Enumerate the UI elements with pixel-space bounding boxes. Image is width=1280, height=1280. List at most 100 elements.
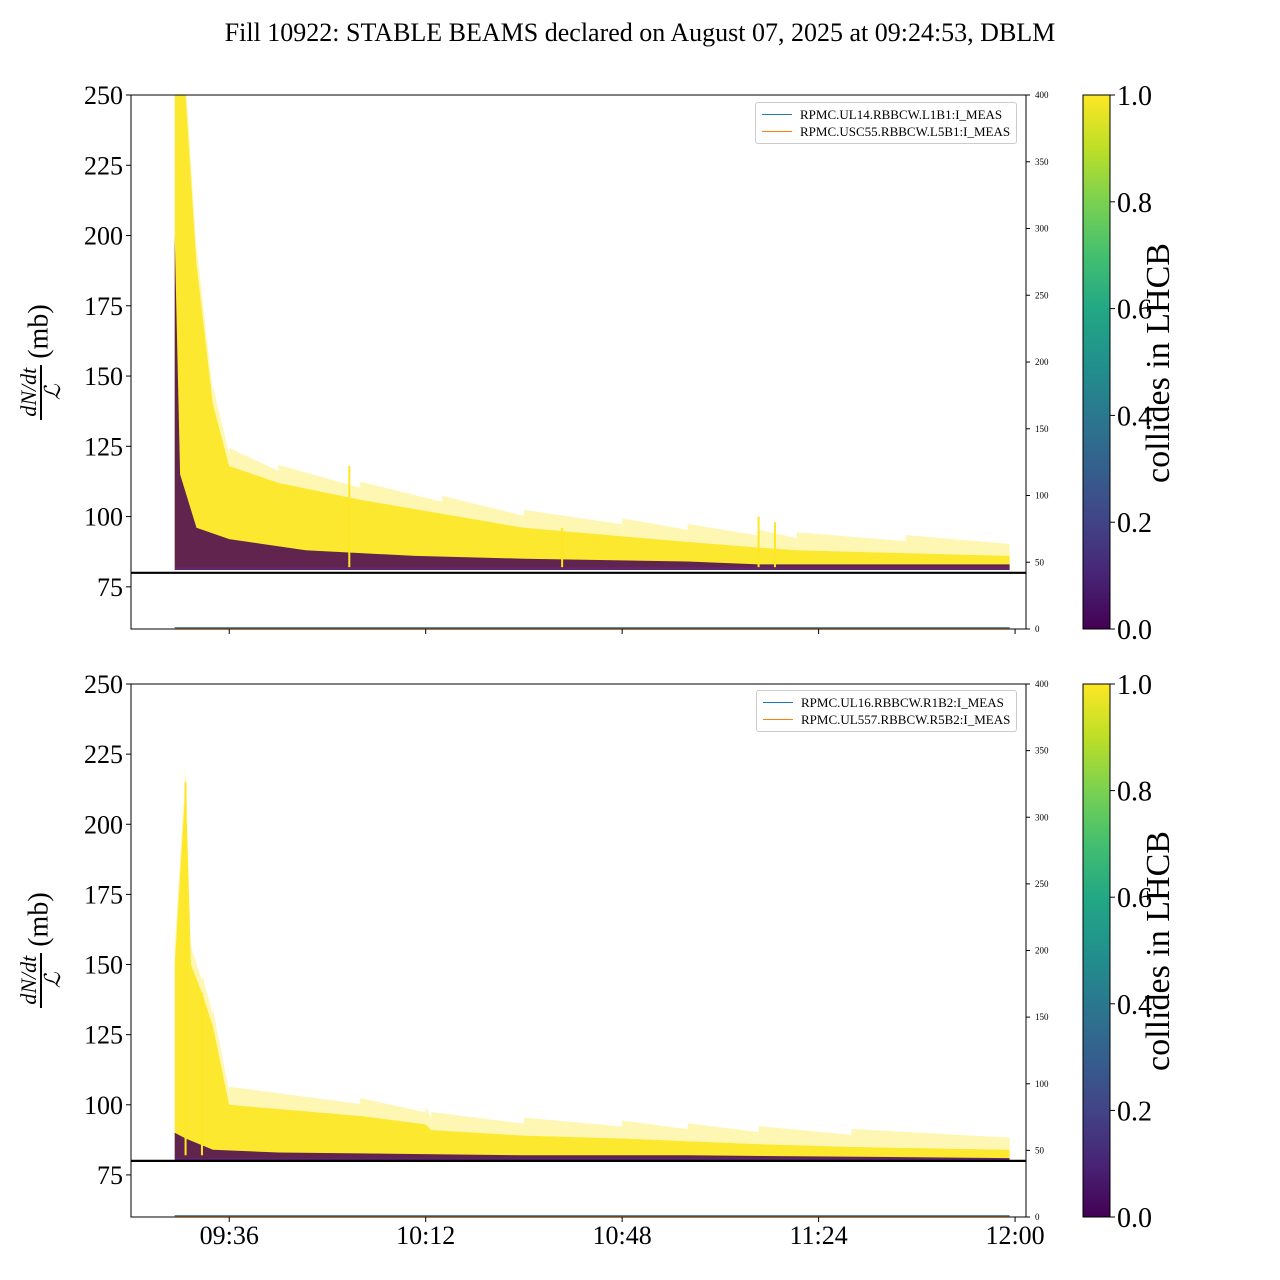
y-tick-label: 250: [84, 81, 123, 110]
bottom-colorbar-label: collides in LHCB: [1140, 831, 1177, 1071]
legend-label: RPMC.UL16.RBBCW.R1B2:I_MEAS: [801, 695, 1004, 710]
data-band-haze: [191, 946, 202, 993]
data-band-haze: [622, 1120, 688, 1142]
top-y-axis-label: dN/dt ℒ (mb): [16, 232, 78, 492]
legend-label: RPMC.UL14.RBBCW.L1B1:I_MEAS: [800, 107, 1003, 122]
data-band-haze: [622, 518, 688, 542]
y2-tick-label: 300: [1035, 812, 1049, 822]
panel-top-panel: 75 100 125 150 175 200 225 250 0 50 100 150 200 250 30…: [84, 77, 1152, 646]
bottom-legend: RPMC.UL16.RBBCW.R1B2:I_MEAS RPMC.UL557.R…: [756, 690, 1018, 732]
colorbar-tick-label: 0.4: [1117, 401, 1152, 432]
colorbar-tick-label: 0.6: [1117, 295, 1152, 326]
y2-tick-label: 350: [1035, 746, 1049, 756]
y2-tick-label: 0: [1035, 624, 1040, 634]
x-tick-label: 11:24: [789, 1221, 847, 1250]
legend-swatch-blue: [763, 702, 793, 703]
y-label-unit: (mb): [23, 892, 55, 947]
data-band-haze: [229, 447, 279, 483]
data-band-haze: [185, 95, 197, 264]
legend-label: RPMC.USC55.RBBCW.L5B1:I_MEAS: [800, 124, 1011, 139]
data-band-haze: [201, 974, 213, 1027]
plot-area: [174, 77, 1010, 629]
y2-tick-label: 150: [1035, 1012, 1049, 1022]
x-tick-label: 10:12: [396, 1221, 455, 1250]
y-tick-label: 200: [84, 810, 123, 839]
data-band-collides-1: [174, 95, 1010, 568]
data-band-haze: [175, 77, 186, 95]
y-tick-label: 75: [97, 1161, 123, 1190]
y-tick-label: 100: [84, 1091, 123, 1120]
data-band-haze: [687, 1123, 759, 1145]
colorbar-tick-label: 1.0: [1117, 670, 1152, 701]
top-colorbar-label: collides in LHCB: [1140, 243, 1177, 483]
colorbar-tick-label: 0.0: [1117, 1203, 1152, 1234]
y2-tick-label: 50: [1035, 557, 1045, 567]
x-tick-label: 12:00: [985, 1221, 1044, 1250]
y-tick-label: 225: [84, 151, 123, 180]
data-band-haze: [442, 495, 524, 528]
legend-label: RPMC.UL557.RBBCW.R5B2:I_MEAS: [801, 712, 1011, 727]
legend-entry: RPMC.UL16.RBBCW.R1B2:I_MEAS: [763, 694, 1010, 711]
data-band-haze: [360, 1098, 426, 1125]
colorbar-tick-label: 0.2: [1117, 1096, 1152, 1127]
data-band-haze: [185, 764, 192, 965]
y-label-denominator: ℒ: [40, 972, 65, 989]
data-band-haze: [758, 1126, 852, 1147]
x-tick-label: 10:48: [593, 1221, 652, 1250]
data-band-haze: [758, 529, 797, 551]
data-band-haze: [425, 1106, 432, 1131]
y2-tick-label: 300: [1035, 224, 1049, 234]
colorbar: [1082, 683, 1111, 1218]
y-tick-label: 225: [84, 740, 123, 769]
y2-tick-label: 350: [1035, 157, 1049, 167]
y-tick-label: 175: [84, 292, 123, 321]
colorbar-tick-label: 0.0: [1117, 615, 1152, 646]
data-band-haze: [229, 1086, 361, 1117]
data-band-haze: [196, 245, 213, 405]
legend-entry: RPMC.UL557.RBBCW.R5B2:I_MEAS: [763, 711, 1010, 728]
y-tick-label: 150: [84, 951, 123, 980]
top-legend: RPMC.UL14.RBBCW.L1B1:I_MEAS RPMC.USC55.R…: [755, 102, 1018, 144]
y2-tick-label: 400: [1035, 679, 1049, 689]
bottom-y-axis-label: dN/dt ℒ (mb): [16, 820, 78, 1080]
y-label-numerator: dN/dt: [16, 952, 42, 1008]
data-band-haze: [796, 532, 906, 554]
y-tick-label: 100: [84, 503, 123, 532]
plot-area: [174, 764, 1010, 1217]
data-band-haze: [687, 523, 759, 548]
y-tick-label: 150: [84, 362, 123, 391]
y2-tick-label: 100: [1035, 491, 1049, 501]
panel-bottom-panel: 75 100 125 150 175 200 225 250 0 50 100 150 200 250 30…: [84, 670, 1152, 1250]
data-band-haze: [851, 1128, 1010, 1150]
colorbar-tick-label: 0.8: [1117, 188, 1152, 219]
data-band-haze: [431, 1112, 524, 1136]
y-tick-label: 125: [84, 432, 123, 461]
y2-tick-label: 150: [1035, 424, 1049, 434]
colorbar-tick-label: 0.8: [1117, 777, 1152, 808]
data-band-haze: [360, 481, 443, 514]
data-band-haze: [174, 770, 186, 965]
data-band-collides-1: [174, 782, 1010, 1159]
y-tick-label: 200: [84, 222, 123, 251]
y-label-denominator: ℒ: [40, 384, 65, 401]
y-tick-label: 75: [97, 573, 123, 602]
y-label-unit: (mb): [23, 304, 55, 359]
data-band-collides-0: [174, 1132, 1010, 1161]
legend-swatch-blue: [762, 114, 792, 115]
y2-tick-label: 200: [1035, 946, 1049, 956]
y2-tick-label: 250: [1035, 290, 1049, 300]
legend-swatch-orange: [763, 719, 793, 720]
data-band-haze: [905, 535, 1010, 556]
colorbar-tick-label: 1.0: [1117, 81, 1152, 112]
figure-title: Fill 10922: STABLE BEAMS declared on Aug…: [224, 18, 1056, 47]
y-tick-label: 250: [84, 670, 123, 699]
y-tick-label: 175: [84, 880, 123, 909]
y2-tick-label: 250: [1035, 879, 1049, 889]
colorbar-tick-label: 0.4: [1117, 990, 1152, 1021]
y2-tick-label: 200: [1035, 357, 1049, 367]
data-band-haze: [212, 1008, 230, 1105]
legend-swatch-orange: [762, 131, 792, 132]
data-band-haze: [278, 464, 361, 500]
y-label-numerator: dN/dt: [16, 364, 42, 420]
y2-tick-label: 0: [1035, 1212, 1040, 1222]
